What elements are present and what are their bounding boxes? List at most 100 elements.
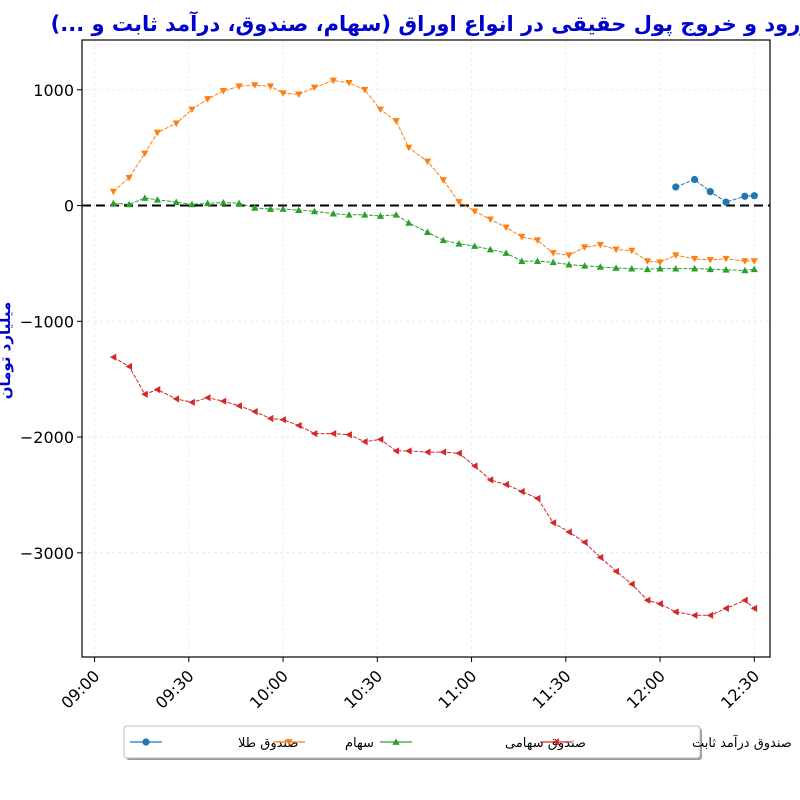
data-point bbox=[439, 448, 447, 456]
data-point bbox=[455, 240, 463, 247]
data-point bbox=[423, 448, 431, 456]
data-point bbox=[581, 262, 589, 269]
series-3 bbox=[109, 353, 758, 619]
data-point bbox=[672, 252, 680, 259]
legend-marker bbox=[392, 738, 400, 745]
x-tick-label: 12:00 bbox=[623, 666, 669, 712]
series-2 bbox=[109, 194, 758, 274]
data-point bbox=[310, 429, 318, 438]
data-point bbox=[423, 158, 432, 166]
x-tick-label: 11:00 bbox=[434, 666, 480, 712]
data-point bbox=[581, 244, 589, 251]
data-point bbox=[750, 258, 758, 265]
data-point bbox=[172, 395, 180, 403]
data-point bbox=[581, 538, 588, 546]
data-point bbox=[518, 233, 526, 241]
data-point bbox=[486, 245, 495, 253]
data-point bbox=[405, 447, 412, 455]
data-point bbox=[565, 528, 572, 536]
data-point bbox=[361, 211, 369, 218]
data-point bbox=[750, 265, 758, 273]
data-point bbox=[439, 177, 447, 184]
data-point bbox=[109, 353, 117, 361]
data-point bbox=[310, 84, 319, 92]
data-point bbox=[741, 192, 749, 200]
data-point bbox=[612, 246, 620, 254]
data-point bbox=[628, 247, 636, 255]
data-point bbox=[141, 194, 149, 201]
data-point bbox=[549, 258, 557, 266]
data-point bbox=[310, 207, 319, 215]
data-point bbox=[691, 255, 699, 263]
data-point bbox=[656, 265, 664, 272]
data-point bbox=[549, 250, 557, 257]
data-point bbox=[643, 265, 652, 273]
chart-title: ورود و خروج پول حقیقی در انواع اوراق (سه… bbox=[51, 11, 800, 37]
data-point bbox=[672, 183, 680, 191]
data-point bbox=[109, 199, 118, 207]
data-point bbox=[235, 83, 243, 90]
data-point bbox=[279, 416, 286, 424]
data-point bbox=[533, 237, 542, 244]
x-tick-label: 09:00 bbox=[57, 666, 103, 712]
plot-frame bbox=[81, 39, 771, 658]
data-point bbox=[596, 553, 604, 562]
data-point bbox=[405, 219, 413, 226]
data-point bbox=[628, 580, 635, 588]
data-point bbox=[691, 265, 699, 272]
data-point bbox=[172, 120, 180, 127]
data-point bbox=[219, 199, 227, 206]
data-point bbox=[706, 257, 714, 264]
legend-label: صندوق طلا bbox=[238, 736, 298, 751]
y-tick-label: −2000 bbox=[20, 428, 74, 447]
y-axis-label: میلیارد تومان bbox=[0, 302, 14, 400]
data-point bbox=[741, 596, 748, 604]
data-point bbox=[722, 604, 729, 612]
data-point bbox=[533, 494, 541, 503]
data-point bbox=[455, 449, 462, 457]
data-point bbox=[596, 242, 604, 249]
data-point bbox=[251, 82, 259, 89]
data-point bbox=[722, 198, 730, 206]
legend-marker bbox=[285, 739, 293, 746]
grid bbox=[82, 40, 770, 657]
data-point bbox=[172, 198, 180, 205]
legend-item: صندوق درآمد ثابت bbox=[540, 734, 792, 751]
data-point bbox=[125, 200, 133, 208]
y-tick-label: −3000 bbox=[20, 544, 74, 563]
data-point bbox=[518, 257, 526, 264]
legend-label: صندوق سهامی bbox=[505, 736, 586, 751]
legend-marker bbox=[142, 738, 150, 746]
data-point bbox=[204, 199, 212, 207]
data-point bbox=[376, 435, 384, 443]
data-point bbox=[691, 175, 699, 184]
data-point bbox=[204, 96, 212, 103]
data-point bbox=[706, 188, 714, 196]
data-point bbox=[266, 205, 275, 212]
x-tick-label: 09:30 bbox=[152, 666, 198, 712]
data-point bbox=[279, 90, 287, 97]
data-point bbox=[565, 260, 573, 268]
data-point bbox=[219, 397, 227, 405]
data-point bbox=[612, 264, 620, 271]
data-point bbox=[376, 106, 385, 114]
data-point bbox=[188, 200, 196, 208]
data-point bbox=[471, 242, 479, 249]
data-point bbox=[392, 447, 400, 455]
data-point bbox=[612, 567, 619, 575]
data-point bbox=[235, 199, 243, 207]
data-point bbox=[502, 224, 510, 232]
data-point bbox=[502, 249, 510, 256]
series-line bbox=[113, 197, 755, 271]
data-point bbox=[295, 421, 302, 430]
data-point bbox=[486, 476, 494, 484]
data-point bbox=[141, 150, 149, 158]
data-point bbox=[518, 487, 525, 496]
data-point bbox=[565, 252, 573, 259]
data-point bbox=[672, 265, 680, 272]
data-point bbox=[361, 438, 368, 446]
data-point bbox=[741, 258, 749, 265]
data-point bbox=[722, 255, 730, 263]
data-point bbox=[405, 144, 413, 152]
data-point bbox=[153, 385, 161, 394]
